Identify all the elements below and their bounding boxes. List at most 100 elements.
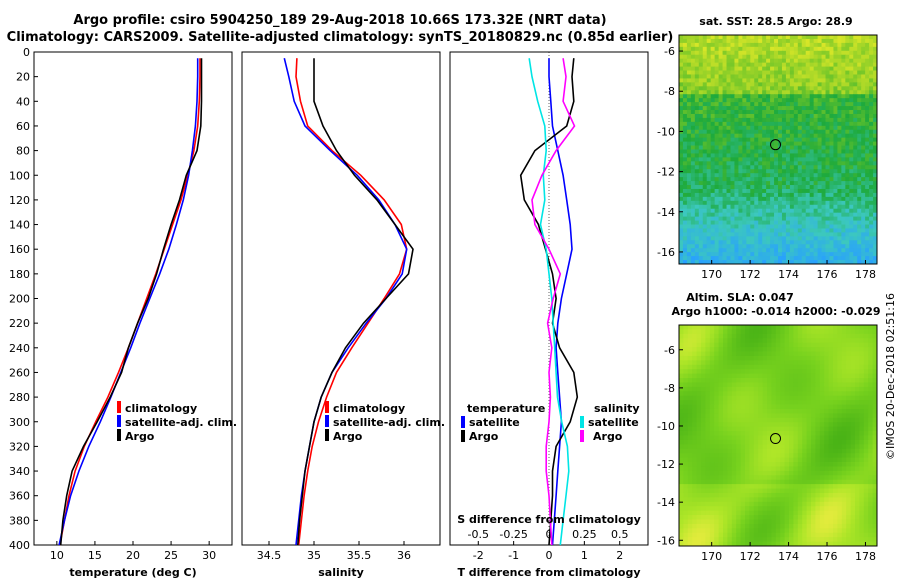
heatmap-cell	[873, 141, 878, 146]
heatmap-cell	[722, 113, 727, 119]
heatmap-cell	[740, 355, 746, 361]
heatmap-cell	[686, 106, 692, 111]
heatmap-cell	[679, 422, 684, 428]
heatmap-cell	[742, 204, 747, 210]
heatmap-cell	[869, 200, 874, 206]
heatmap-cell	[863, 413, 869, 419]
y-tick-label: 80	[16, 145, 30, 158]
heatmap-cell	[850, 378, 856, 383]
heatmap-cell	[789, 426, 794, 432]
heatmap-cell	[817, 204, 822, 210]
heatmap-cell	[809, 212, 815, 218]
heatmap-cell	[857, 78, 862, 83]
heatmap-cell	[841, 475, 847, 481]
heatmap-cell	[687, 373, 693, 379]
heatmap-cell	[819, 439, 825, 445]
heatmap-cell	[701, 347, 706, 352]
heatmap-cell	[758, 196, 763, 202]
heatmap-cell	[722, 228, 727, 233]
heatmap-cell	[841, 216, 846, 221]
heatmap-cell	[690, 125, 696, 131]
heatmap-cell	[745, 492, 750, 498]
heatmap-cell	[865, 212, 870, 218]
heatmap-cell	[793, 457, 799, 463]
heatmap-cell	[687, 325, 693, 330]
heatmap-cell	[833, 347, 838, 352]
heatmap-cell	[705, 497, 711, 503]
heatmap-cell	[766, 129, 771, 135]
heatmap-cell	[767, 457, 772, 463]
heatmap-cell	[714, 439, 719, 445]
heatmap-cell	[714, 252, 719, 257]
heatmap-cell	[682, 185, 688, 190]
heatmap-cell	[731, 351, 737, 357]
heatmap-cell	[749, 462, 755, 467]
heatmap-cell	[705, 488, 711, 494]
heatmap-cell	[745, 475, 750, 481]
heatmap-cell	[793, 462, 799, 467]
salinity-axis-ticks: 34.5 35 35.5 36	[257, 541, 411, 562]
heatmap-cell	[714, 94, 719, 99]
heatmap-cell	[815, 510, 821, 516]
heatmap-cell	[780, 488, 785, 494]
heatmap-cell	[705, 466, 711, 472]
heatmap-cell	[801, 188, 807, 194]
x-tick-label: 25	[164, 549, 178, 562]
heatmap-cell	[837, 78, 842, 83]
heatmap-cell	[861, 240, 866, 245]
heatmap-cell	[857, 94, 862, 99]
heatmap-cell	[841, 42, 846, 48]
heatmap-cell	[865, 228, 870, 233]
heatmap-cell	[850, 488, 856, 494]
heatmap-cell	[801, 94, 807, 99]
heatmap-cell	[845, 46, 850, 52]
heatmap-cell	[797, 475, 803, 481]
heatmap-cell	[734, 228, 739, 233]
difference-legend-temperature: temperature satellite Argo	[461, 402, 545, 443]
heatmap-cell	[821, 252, 826, 257]
heatmap-cell	[690, 177, 696, 182]
heatmap-cell	[726, 38, 731, 44]
heatmap-cell	[780, 462, 785, 467]
heatmap-cell	[746, 58, 751, 64]
heatmap-cell	[863, 408, 869, 414]
heatmap-cell	[767, 386, 772, 392]
heatmap-cell	[706, 106, 712, 111]
heatmap-cell	[710, 212, 716, 218]
heatmap-cell	[819, 378, 825, 383]
heatmap-cell	[873, 90, 878, 95]
heatmap-cell	[718, 347, 724, 352]
heatmap-cell	[789, 232, 795, 237]
heatmap-cell	[753, 448, 759, 454]
heatmap-cell	[742, 228, 747, 233]
heatmap-cell	[722, 145, 727, 150]
heatmap-cell	[793, 113, 799, 119]
heatmap-cell	[766, 82, 771, 87]
heatmap-cell	[846, 506, 851, 512]
heatmap-cell	[829, 35, 834, 40]
heatmap-cell	[698, 161, 704, 166]
heatmap-cell	[837, 492, 843, 498]
heatmap-cell	[745, 470, 750, 476]
heatmap-cell	[802, 373, 807, 379]
heatmap-cell	[793, 117, 799, 123]
heatmap-cell	[706, 169, 712, 174]
heatmap-cell	[806, 439, 812, 445]
heatmap-cell	[705, 501, 711, 507]
heatmap-cell	[837, 369, 843, 375]
heatmap-cell	[683, 386, 689, 392]
heatmap-cell	[806, 497, 812, 503]
heatmap-cell	[754, 248, 759, 253]
y-tick-label: 60	[16, 120, 30, 133]
heatmap-cell	[770, 204, 775, 210]
heatmap-cell	[869, 177, 874, 182]
heatmap-cell	[806, 360, 812, 366]
heatmap-cell	[846, 466, 851, 472]
heatmap-cell	[828, 501, 834, 507]
heatmap-cell	[706, 256, 712, 261]
heatmap-cell	[682, 161, 688, 166]
heatmap-cell	[845, 86, 850, 91]
heatmap-cell	[806, 391, 812, 397]
heatmap-cell	[718, 42, 723, 48]
heatmap-cell	[730, 125, 735, 131]
